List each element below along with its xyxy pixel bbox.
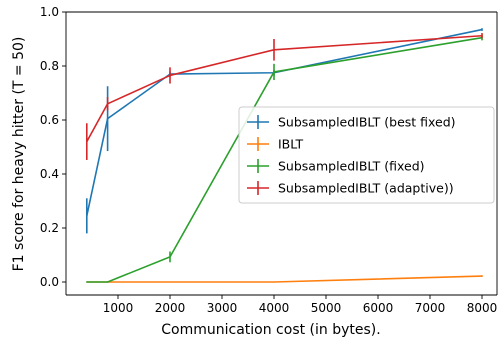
x-tick-label: 4000 [259,301,290,315]
x-tick-label: 7000 [415,301,446,315]
y-axis-label: F1 score for heavy hitter (T = 50) [11,37,27,272]
x-axis-label: Communication cost (in bytes). [161,322,380,338]
chart-axes: 1000 2000 3000 4000 5000 6000 7000 8000 0.0 0.2 0.… [40,5,498,315]
legend-label: IBLT [278,137,304,152]
y-tick-label: 0.6 [40,113,59,127]
legend-label: SubsampledIBLT (adaptive)) [278,181,454,196]
legend-label: SubsampledIBLT (fixed) [278,159,425,174]
y-tick-label: 1.0 [40,5,59,19]
y-tick-label: 0.0 [40,275,59,289]
legend: SubsampledIBLT (best fixed) IBLT Subsample… [238,106,495,204]
x-tick-label: 3000 [207,301,238,315]
y-tick-label: 0.2 [40,221,59,235]
x-tick-label: 6000 [363,301,394,315]
y-tick-label: 0.4 [40,167,59,181]
x-tick-label: 5000 [311,301,342,315]
x-tick-label: 8000 [467,301,498,315]
chart-marks [86,28,483,283]
legend-label: SubsampledIBLT (best fixed) [278,115,456,130]
legend-box [238,106,495,204]
x-tick-label: 2000 [155,301,186,315]
y-tick-label: 0.8 [40,59,59,73]
x-tick-label: 1000 [103,301,134,315]
